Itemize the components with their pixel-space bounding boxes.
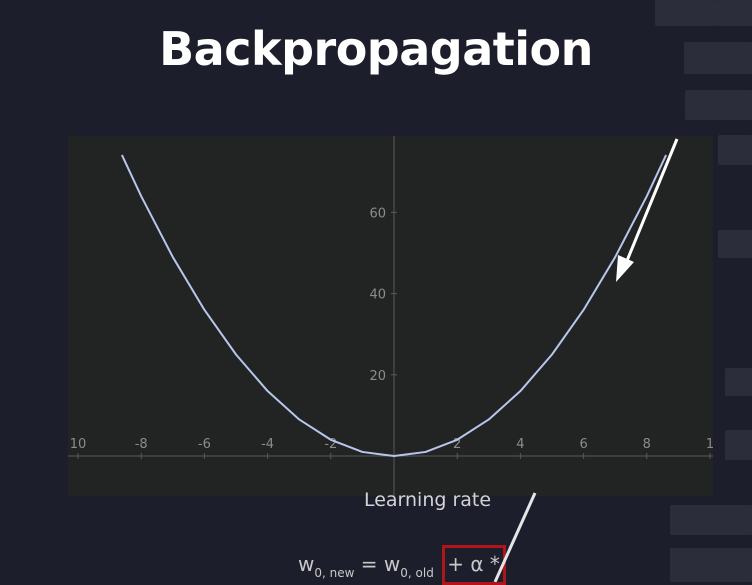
x-tick-label: 2	[453, 437, 461, 452]
curve-data-point	[393, 455, 395, 457]
y-tick-label: 60	[369, 206, 386, 221]
x-tick-label: -8	[135, 437, 148, 452]
curve-data-point	[664, 154, 667, 157]
w-old-symbol: w	[383, 552, 401, 576]
x-tick-label: 6	[579, 437, 587, 452]
curve-data-point	[488, 418, 490, 421]
curve-data-point	[140, 195, 142, 197]
y-tick-label: 40	[369, 288, 386, 303]
arrow-shaft	[622, 138, 679, 269]
curve-data-point	[235, 353, 237, 356]
curve-data-point	[330, 438, 332, 441]
learning-rate-label: Learning rate	[363, 489, 492, 511]
x-tick-label: -4	[261, 437, 274, 452]
arrow-head-icon	[616, 255, 634, 282]
w-new-symbol: w	[298, 552, 315, 576]
curve-data-point	[266, 390, 269, 392]
curve-data-point	[298, 418, 300, 421]
y-tick-label: 20	[369, 369, 386, 384]
curve-data-point	[614, 256, 616, 258]
x-tick-label: 10	[70, 437, 87, 452]
curve-data-point	[646, 195, 648, 197]
learning-rate-term: + α *	[447, 552, 500, 576]
curve-data-point	[121, 154, 124, 157]
curve-data-point	[424, 451, 427, 453]
x-tick-label: -6	[198, 437, 211, 452]
x-tick-label: 1	[706, 437, 713, 452]
curve-data-point	[361, 451, 364, 453]
pen-stroke	[493, 492, 537, 582]
w-old-subscript: 0, old	[400, 566, 434, 580]
curve-data-point	[582, 309, 585, 311]
x-tick-label: 4	[516, 437, 524, 452]
curve-data-point	[551, 353, 553, 356]
slide-title: Backpropagation	[159, 22, 593, 76]
x-tick-label: 8	[643, 437, 651, 452]
curve-data-point	[456, 438, 459, 441]
w-new-subscript: 0, new	[314, 566, 355, 580]
curve-data-point	[172, 256, 174, 258]
curve-data-point	[519, 390, 522, 392]
equals-sign: =	[354, 552, 384, 576]
loss-curve-chart: 10 -8 -6 -4 -2 2 4 6 8 1 60 40 20	[68, 136, 713, 496]
curve-data-point	[203, 309, 206, 311]
